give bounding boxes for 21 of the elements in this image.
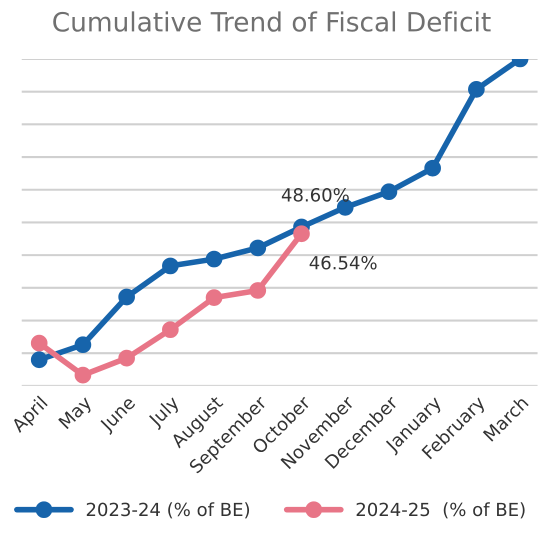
legend-label: 2024-25 (% of BE) bbox=[356, 502, 525, 518]
point bbox=[293, 225, 310, 242]
point bbox=[74, 336, 92, 354]
point bbox=[249, 282, 266, 299]
point bbox=[162, 321, 179, 338]
point bbox=[74, 366, 92, 384]
data-label: 46.54% bbox=[310, 256, 377, 270]
data-label: 48.60% bbox=[282, 188, 349, 202]
point bbox=[118, 288, 135, 306]
point bbox=[468, 81, 485, 98]
chart-title: Cumulative Trend of Fiscal Deficit bbox=[53, 11, 491, 32]
point bbox=[118, 350, 135, 366]
point bbox=[380, 183, 398, 200]
point bbox=[249, 240, 266, 256]
point bbox=[206, 289, 222, 306]
point bbox=[30, 351, 48, 368]
point bbox=[30, 334, 48, 352]
legend-label: 2023-24 (% of BE) bbox=[86, 502, 250, 518]
point bbox=[424, 160, 441, 176]
point bbox=[206, 250, 222, 268]
point bbox=[162, 258, 179, 274]
